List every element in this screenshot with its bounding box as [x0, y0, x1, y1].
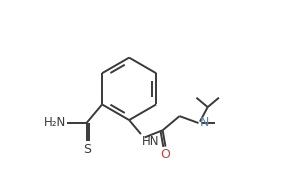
- Text: N: N: [200, 116, 209, 129]
- Text: S: S: [83, 143, 91, 156]
- Text: O: O: [161, 148, 170, 161]
- Text: HN: HN: [142, 135, 159, 148]
- Text: H₂N: H₂N: [43, 116, 66, 129]
